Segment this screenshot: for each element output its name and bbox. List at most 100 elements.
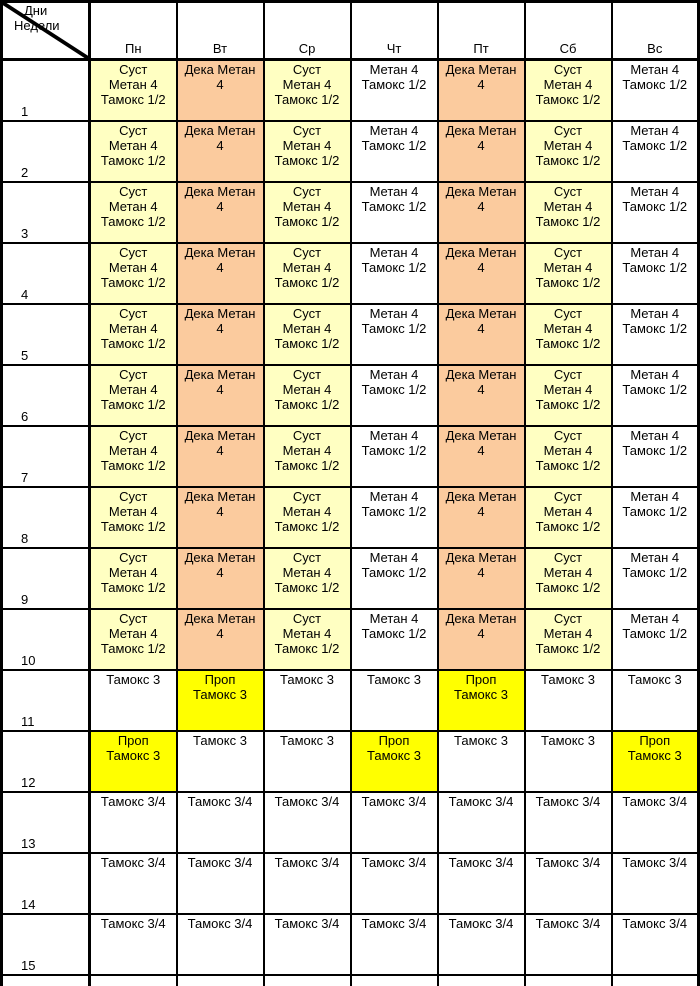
schedule-cell-6-tue: Дека Метан 4 [175,363,265,427]
cell-line: Тамокс 3 [541,671,595,687]
schedule-cell-14-sun: Тамокс 3/4 [610,851,700,915]
cell-line: Метан 4 [369,183,419,199]
cell-line: Дека Метан [445,305,517,321]
cell-line: Метан 4 [282,137,332,153]
schedule-cell-15-thu: Тамокс 3/4 [349,912,439,976]
schedule-cell-2-fri: Дека Метан 4 [436,119,526,183]
cell-line: Метан 4 [369,549,419,565]
schedule-cell-1-sat: Суст Метан 4 Тамокс 1/2 [523,58,613,122]
schedule-cell-6-mon: Суст Метан 4 Тамокс 1/2 [88,363,178,427]
schedule-cell-1-wed: Суст Метан 4 Тамокс 1/2 [262,58,352,122]
cell-line: Тамокс 3/4 [448,793,514,809]
cell-line: Суст [553,610,583,626]
cell-line: Суст [292,122,322,138]
cell-line: Суст [553,488,583,504]
schedule-cell-2-sun: Метан 4 Тамокс 1/2 [610,119,700,183]
cell-line: Метан 4 [282,503,332,519]
cell-line: Проп [117,732,149,748]
cell-line: Тамокс 1/2 [274,396,340,412]
schedule-cell-15-sat: Тамокс 3/4 [523,912,613,976]
cell-line: Тамокс 3/4 [535,854,601,870]
cell-line: Метан 4 [369,244,419,260]
schedule-cell-15-tue: Тамокс 3/4 [175,912,265,976]
cell-line: Тамокс 1/2 [274,640,340,656]
schedule-cell-9-tue: Дека Метан 4 [175,546,265,610]
cell-line: Тамокс 3/4 [274,915,340,931]
cell-line: Тамокс 3 [367,747,421,763]
cell-line: Тамокс 1/2 [100,640,166,656]
cell-line: Тамокс 1/2 [622,198,688,214]
cell-line: 4 [477,198,485,214]
cell-line: 4 [216,77,224,92]
cell-line: Тамокс 1/2 [622,503,688,519]
cell-line: Тамокс 1/2 [100,457,166,473]
schedule-cell-5-fri: Дека Метан 4 [436,302,526,366]
cell-line: Суст [292,610,322,626]
cell-line: Дека Метан [184,122,256,138]
schedule-cell-x-sun [610,973,700,986]
cell-line: Метан 4 [630,366,680,382]
schedule-cell-12-sat: Тамокс 3 [523,729,613,793]
cell-line: Метан 4 [543,137,593,153]
cell-line: 4 [477,564,485,580]
schedule-cell-8-thu: Метан 4 Тамокс 1/2 [349,485,439,549]
schedule-cell-9-thu: Метан 4 Тамокс 1/2 [349,546,439,610]
schedule-cell-8-wed: Суст Метан 4 Тамокс 1/2 [262,485,352,549]
day-header-sat: Сб [523,0,613,61]
schedule-cell-11-mon: Тамокс 3 [88,668,178,732]
schedule-cell-12-sun: Проп Тамокс 3 [610,729,700,793]
schedule-cell-14-sat: Тамокс 3/4 [523,851,613,915]
schedule-cell-11-sat: Тамокс 3 [523,668,613,732]
week-number: 10 [0,607,91,671]
cell-line: Тамокс 3/4 [622,915,688,931]
schedule-cell-9-wed: Суст Метан 4 Тамокс 1/2 [262,546,352,610]
cell-line: Дека Метан [184,427,256,443]
week-number: 15 [0,912,91,976]
week-number: 1 [0,58,91,122]
cell-line: 4 [216,259,224,275]
cell-line: Метан 4 [282,625,332,641]
cell-line: Дека Метан [184,610,256,626]
schedule-cell-13-fri: Тамокс 3/4 [436,790,526,854]
schedule-cell-6-wed: Суст Метан 4 Тамокс 1/2 [262,363,352,427]
cell-line: Суст [553,366,583,382]
week-number: 2 [0,119,91,183]
schedule-cell-14-thu: Тамокс 3/4 [349,851,439,915]
cell-line: Тамокс 1/2 [622,625,688,641]
week-row-4: 4 Суст Метан 4 Тамокс 1/2 Дека Метан 4 Суст Мет… [0,241,700,305]
cell-line: Тамокс 1/2 [535,518,601,534]
cell-line: Суст [292,488,322,504]
cell-line: Тамокс 1/2 [100,152,166,168]
week-row-7: 7 Суст Метан 4 Тамокс 1/2 Дека Метан 4 Суст Мет… [0,424,700,488]
schedule-cell-13-thu: Тамокс 3/4 [349,790,439,854]
cell-line: Тамокс 1/2 [535,92,601,107]
schedule-cell-4-fri: Дека Метан 4 [436,241,526,305]
schedule-cell-4-tue: Дека Метан 4 [175,241,265,305]
cell-line: Тамокс 1/2 [535,396,601,412]
cell-line: Дека Метан [445,549,517,565]
week-row-2: 2 Суст Метан 4 Тамокс 1/2 Дека Метан 4 Суст Мет… [0,119,700,183]
cell-line: Тамокс 1/2 [535,579,601,595]
cell-line: Тамокс 3/4 [187,854,253,870]
cell-line: Дека Метан [184,488,256,504]
cell-line: Тамокс 3 [193,686,247,702]
cell-line: Тамокс 1/2 [361,259,427,275]
header-row: Дни Недели Пн Вт Ср Чт Пт Сб Вс [0,0,700,61]
cell-line: Метан 4 [543,564,593,580]
schedule-cell-8-sun: Метан 4 Тамокс 1/2 [610,485,700,549]
schedule-cell-1-thu: Метан 4 Тамокс 1/2 [349,58,439,122]
cell-line: Суст [292,427,322,443]
cell-line: Суст [119,183,148,199]
week-row-9: 9 Суст Метан 4 Тамокс 1/2 Дека Метан 4 Суст Мет… [0,546,700,610]
cell-line: Суст [119,62,148,77]
schedule-cell-6-sat: Суст Метан 4 Тамокс 1/2 [523,363,613,427]
schedule-cell-12-tue: Тамокс 3 [175,729,265,793]
cell-line: Метан 4 [543,198,593,214]
schedule-cell-3-sun: Метан 4 Тамокс 1/2 [610,180,700,244]
cell-line: Дека Метан [184,366,256,382]
cell-line: Проп [204,671,236,687]
schedule-cell-4-sun: Метан 4 Тамокс 1/2 [610,241,700,305]
cell-line: Тамокс 1/2 [361,503,427,519]
cell-line: Тамокс 1/2 [100,335,166,351]
